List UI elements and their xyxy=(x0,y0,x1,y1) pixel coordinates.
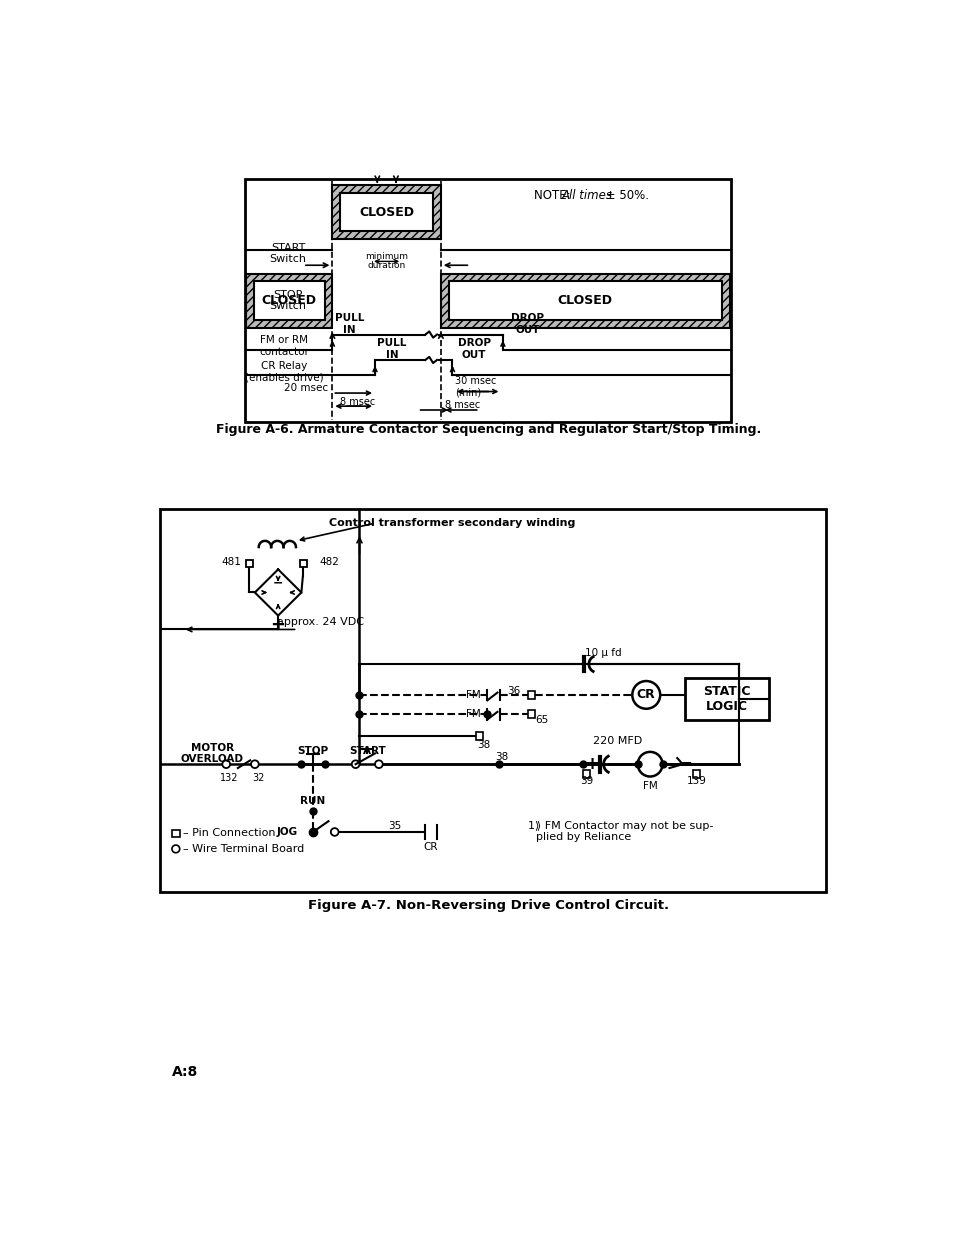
Bar xyxy=(299,561,307,567)
Text: STOP
Switch: STOP Switch xyxy=(270,290,306,311)
Bar xyxy=(246,274,332,327)
Text: 10 μ fd: 10 μ fd xyxy=(585,648,621,658)
Bar xyxy=(332,185,440,240)
Text: JOG: JOG xyxy=(276,827,297,837)
Circle shape xyxy=(637,752,661,777)
Text: 8 msec: 8 msec xyxy=(444,400,479,410)
Bar xyxy=(527,710,535,718)
Bar xyxy=(582,771,590,778)
Text: FM or RM
contactor: FM or RM contactor xyxy=(259,335,309,357)
Bar xyxy=(527,692,535,699)
Text: +: + xyxy=(271,616,285,634)
Circle shape xyxy=(352,761,359,768)
Text: 481: 481 xyxy=(222,557,241,567)
Text: 1⟫ FM Contactor may not be sup-: 1⟫ FM Contactor may not be sup- xyxy=(528,821,713,831)
Text: CLOSED: CLOSED xyxy=(358,205,414,219)
Text: NOTE:: NOTE: xyxy=(534,189,574,203)
Text: Figure A-7. Non-Reversing Drive Control Circuit.: Figure A-7. Non-Reversing Drive Control … xyxy=(308,899,669,911)
Circle shape xyxy=(632,680,659,709)
Text: 35: 35 xyxy=(387,821,400,831)
Text: CR Relay
(enables drive): CR Relay (enables drive) xyxy=(245,361,323,383)
Circle shape xyxy=(251,761,258,768)
Text: RUN: RUN xyxy=(300,797,325,806)
Text: DROP
OUT: DROP OUT xyxy=(457,338,490,359)
Text: 220 MFD: 220 MFD xyxy=(593,736,641,746)
Text: STOP: STOP xyxy=(297,746,328,756)
Text: 30 msec
(min): 30 msec (min) xyxy=(455,377,496,398)
Text: 32: 32 xyxy=(253,773,265,783)
Bar xyxy=(476,732,483,740)
Text: 132: 132 xyxy=(220,773,238,783)
Text: STATIC
LOGIC: STATIC LOGIC xyxy=(702,684,750,713)
Bar xyxy=(448,282,721,320)
Bar xyxy=(245,179,731,421)
Text: minimum: minimum xyxy=(365,252,408,261)
Text: +: + xyxy=(584,755,598,773)
Text: PULL
IN: PULL IN xyxy=(377,338,406,359)
Text: 38: 38 xyxy=(495,752,507,762)
Circle shape xyxy=(222,761,230,768)
Text: −: − xyxy=(273,577,283,590)
Bar xyxy=(246,561,253,567)
Bar xyxy=(340,193,433,231)
Text: 36: 36 xyxy=(506,687,519,697)
Text: 139: 139 xyxy=(686,776,706,787)
Circle shape xyxy=(375,761,382,768)
Text: FM: FM xyxy=(642,781,657,790)
Text: 65: 65 xyxy=(535,715,548,725)
Text: ± 50%.: ± 50%. xyxy=(601,189,648,203)
Bar xyxy=(440,274,729,327)
Text: 8 msec: 8 msec xyxy=(340,396,375,406)
Text: – Wire Terminal Board: – Wire Terminal Board xyxy=(183,844,304,853)
Text: 482: 482 xyxy=(319,557,338,567)
Text: A:8: A:8 xyxy=(172,1066,198,1079)
Bar xyxy=(159,509,825,892)
Text: Figure A-6. Armature Contactor Sequencing and Regulator Start/Stop Timing.: Figure A-6. Armature Contactor Sequencin… xyxy=(216,422,760,436)
Text: CLOSED: CLOSED xyxy=(557,294,612,308)
Text: Control transformer secondary winding: Control transformer secondary winding xyxy=(329,519,575,529)
Text: FM: FM xyxy=(466,709,480,719)
Text: CR: CR xyxy=(637,688,655,701)
Text: CLOSED: CLOSED xyxy=(261,294,316,308)
Text: MOTOR
OVERLOAD: MOTOR OVERLOAD xyxy=(180,742,244,764)
Text: approx. 24 VDC: approx. 24 VDC xyxy=(277,616,364,626)
Text: DROP
OUT: DROP OUT xyxy=(511,312,543,335)
Text: START
Switch: START Switch xyxy=(270,243,306,264)
Circle shape xyxy=(172,845,179,852)
Text: −: − xyxy=(677,755,692,773)
Text: START: START xyxy=(349,746,385,756)
Bar xyxy=(692,771,700,778)
Text: 20 msec: 20 msec xyxy=(284,383,328,394)
Text: PULL
IN: PULL IN xyxy=(335,312,364,335)
Bar xyxy=(253,282,324,320)
Bar xyxy=(172,830,179,837)
Text: All times: All times xyxy=(561,189,612,203)
Text: – Pin Connection: – Pin Connection xyxy=(183,829,275,839)
Text: plied by Reliance: plied by Reliance xyxy=(536,832,631,842)
Text: duration: duration xyxy=(367,261,405,269)
Text: FM: FM xyxy=(466,690,480,700)
Circle shape xyxy=(331,829,338,836)
Bar xyxy=(684,678,768,720)
Text: 38: 38 xyxy=(476,740,490,750)
Text: CR: CR xyxy=(423,842,437,852)
Text: 39: 39 xyxy=(579,776,593,787)
